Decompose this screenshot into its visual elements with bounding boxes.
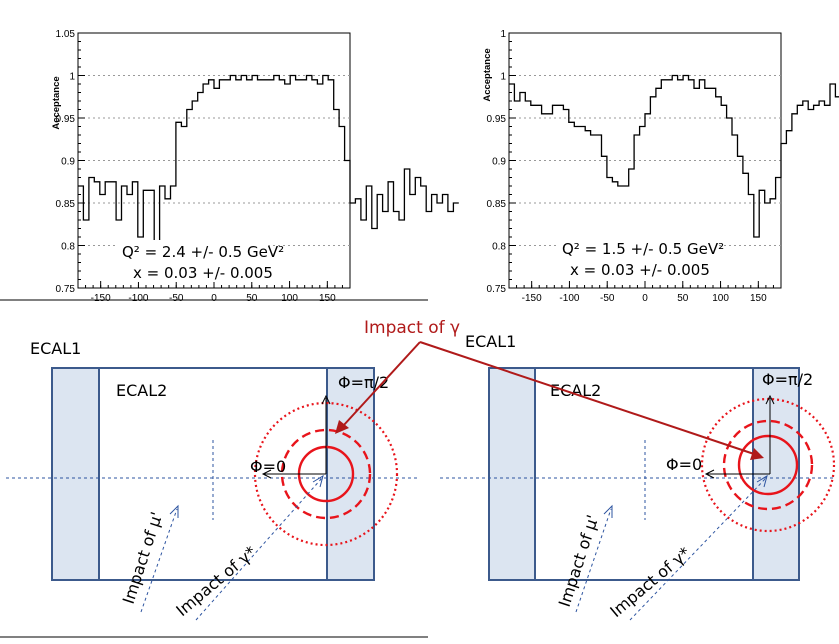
x-tick-label: 100 [712, 293, 729, 304]
impact-gamma-star-label: Impact of γ* [606, 543, 694, 621]
annotation-box [557, 237, 717, 281]
phi-half-label: Φ=π/2 [762, 370, 813, 389]
x-tick-label: 150 [750, 293, 767, 304]
x-annotation: x = 0.03 +/- 0.005 [570, 261, 710, 279]
axis-ticks: 0.75 0.8 0.85 0.9 0.95 1 1 -150 -100 -50 0 50 100 150 [487, 29, 774, 304]
phi-half-label: Φ=π/2 [338, 373, 389, 392]
y-tick-label: 1 [69, 72, 75, 83]
acceptance-chart-left: 0.75 0.8 0.85 0.9 0.95 1 1.05 -150 -100 -50 0 50 100… [51, 29, 459, 304]
q2-annotation: Q² = 2.4 +/- 0.5 GeV² [122, 243, 284, 261]
arrowhead-icon [603, 504, 613, 518]
axis-ticks: 0.75 0.8 0.85 0.9 0.95 1 1.05 -150 -100 -50 0 50 100… [56, 29, 343, 304]
ecal1-label: ECAL1 [465, 332, 516, 351]
gamma-star-impact-line [195, 477, 323, 621]
gamma-star-impact-line [629, 477, 767, 621]
ecal2-edge-left [51, 367, 100, 581]
impact-circle-middle [280, 428, 372, 520]
x-tick-label: -150 [91, 293, 111, 304]
y-tick-label: 0.85 [487, 199, 507, 210]
impact-gamma-label: Impact of γ [364, 318, 460, 338]
arrowhead-icon [765, 394, 775, 405]
y-tick-label: 0.9 [492, 157, 506, 168]
arrowhead-icon [169, 504, 179, 518]
y-tick-label: 0.85 [56, 199, 76, 210]
q2-annotation: Q² = 1.5 +/- 0.5 GeV² [562, 240, 724, 258]
impact-circle-middle [722, 419, 814, 511]
arrowhead-icon [756, 474, 768, 488]
impact-gamma-callout: Impact of γ [335, 318, 764, 460]
x-tick-label: 100 [281, 293, 298, 304]
ecal2-label: ECAL2 [116, 381, 167, 400]
y-tick-label: 0.75 [487, 284, 507, 295]
y-tick-label: 1.05 [56, 29, 76, 40]
arrowhead-icon [335, 420, 349, 434]
x-tick-label: 50 [677, 293, 689, 304]
annotation-box [118, 240, 268, 282]
y-tick-label: 0.9 [61, 157, 75, 168]
arrowhead-icon [750, 448, 764, 460]
ecal2-outline [98, 367, 328, 581]
y-tick-label: 0.95 [487, 114, 507, 125]
y-tick-label: 1 [500, 29, 506, 40]
muon-impact-line [575, 508, 612, 613]
impact-circle-inner [737, 434, 799, 496]
x-annotation: x = 0.03 +/- 0.005 [133, 264, 273, 282]
x-tick-label: -100 [559, 293, 579, 304]
x-tick-label: -150 [522, 293, 542, 304]
impact-gamma-arrow-right [419, 341, 755, 455]
phi-zero-label: Φ=0 [666, 455, 702, 474]
arrowhead-icon [312, 474, 324, 488]
impact-mu-label: Impact of μ' [119, 510, 167, 607]
x-tick-label: -50 [600, 293, 615, 304]
impact-mu-label: Impact of μ' [555, 513, 603, 610]
arrowhead-icon [261, 469, 272, 479]
acceptance-chart-right: 0.75 0.8 0.85 0.9 0.95 1 1 -150 -100 -50 0 50 100 150… [482, 29, 839, 304]
muon-impact-line [140, 508, 178, 613]
ecal-diagram-left: Φ=π/2 Φ=0 ECAL1 ECAL2 Impact of μ' Impac… [6, 339, 420, 621]
x-tick-label: -50 [169, 293, 184, 304]
y-axis-label: Acceptance [482, 48, 493, 101]
acceptance-step-line [509, 74, 839, 238]
arrowhead-icon [704, 469, 715, 479]
impact-gamma-arrow-left [342, 341, 421, 427]
y-tick-label: 0.8 [61, 242, 75, 253]
acceptance-step-line [78, 74, 459, 242]
ecal2-edge-left [488, 367, 536, 581]
y-tick-label: 0.8 [492, 242, 506, 253]
x-tick-label: 150 [319, 293, 336, 304]
x-tick-label: 0 [642, 293, 648, 304]
y-axis-label: Acceptance [51, 76, 62, 129]
impact-gamma-star-label: Impact of γ* [172, 542, 260, 620]
x-tick-label: -100 [128, 293, 148, 304]
ecal1-label: ECAL1 [30, 339, 81, 358]
y-tick-label: 0.95 [56, 114, 76, 125]
x-tick-label: 50 [246, 293, 258, 304]
y-tick-label: 1 [500, 72, 506, 83]
ecal2-label: ECAL2 [550, 381, 601, 400]
phi-zero-label: Φ=0 [250, 457, 286, 476]
ecal-diagram-right: Φ=π/2 Φ=0 ECAL1 ECAL2 Impact of μ' Impac… [440, 332, 836, 621]
arrowhead-icon [321, 394, 331, 405]
y-tick-label: 0.75 [56, 284, 76, 295]
x-tick-label: 0 [211, 293, 217, 304]
impact-circle-outer [253, 401, 399, 547]
